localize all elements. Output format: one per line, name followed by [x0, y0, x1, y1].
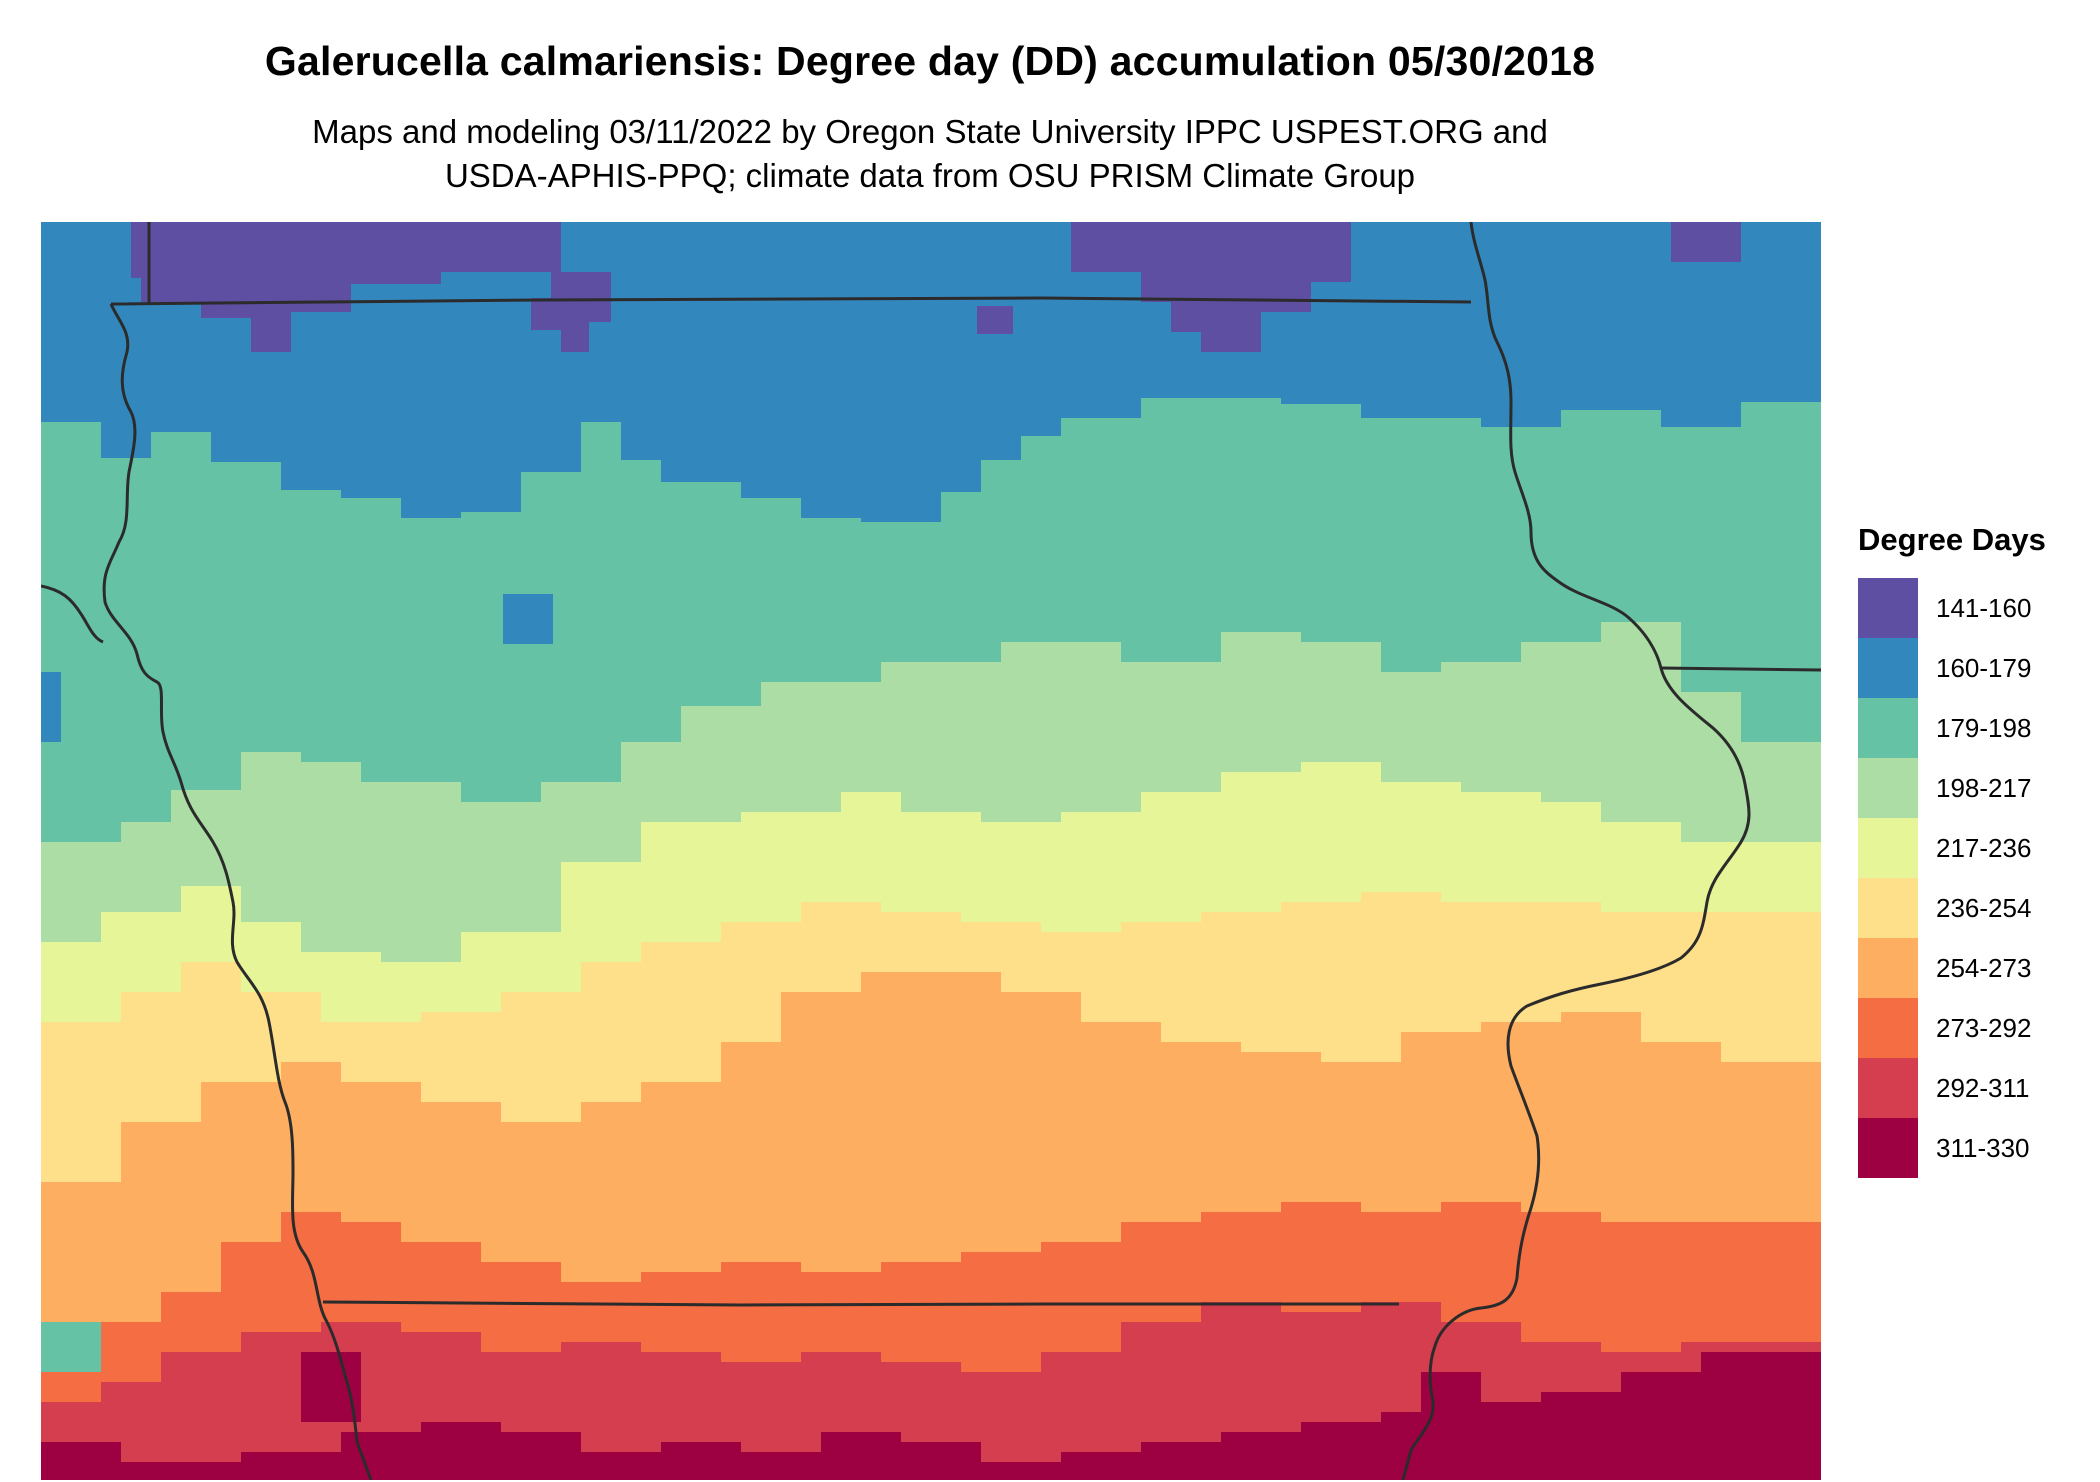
- zone-160-179: [503, 594, 553, 644]
- degree-day-zones: [41, 222, 1821, 1480]
- legend-swatch: [1858, 1058, 1918, 1118]
- legend-label: 254-273: [1936, 952, 2032, 983]
- legend-item: 236-254: [1858, 878, 2078, 938]
- legend-label: 141-160: [1936, 592, 2032, 623]
- wi-il-border: [1660, 666, 1821, 672]
- zone-160-179: [41, 672, 61, 742]
- legend-item: 198-217: [1858, 758, 2078, 818]
- zone-311-330: [301, 1352, 361, 1422]
- iowa-north-border: [110, 296, 1472, 306]
- legend-item: 217-236: [1858, 818, 2078, 878]
- legend-swatch: [1858, 998, 1918, 1058]
- iowa-west-border: [102, 303, 373, 1480]
- legend-label: 236-254: [1936, 892, 2032, 923]
- zone-160-179: [41, 312, 111, 422]
- map-subtitle-line2: USDA-APHIS-PPQ; climate data from OSU PR…: [444, 157, 1416, 194]
- zone-141-160: [1671, 222, 1741, 262]
- legend-swatch: [1858, 938, 1918, 998]
- legend-item: 254-273: [1858, 938, 2078, 998]
- legend-label: 292-311: [1936, 1072, 2030, 1103]
- legend-item: 292-311: [1858, 1058, 2078, 1118]
- map-canvas: [41, 222, 1821, 1480]
- legend-label: 179-198: [1936, 712, 2032, 743]
- legend-swatch: [1858, 698, 1918, 758]
- legend-item: 273-292: [1858, 998, 2078, 1058]
- legend-items: 141-160 160-179 179-198 198-217 217-236 236-2…: [1858, 578, 2078, 1178]
- legend-swatch: [1858, 638, 1918, 698]
- legend-swatch: [1858, 818, 1918, 878]
- zone-141-160: [131, 222, 561, 352]
- legend-item: 179-198: [1858, 698, 2078, 758]
- legend-item: 141-160: [1858, 578, 2078, 638]
- zone-160-179: [41, 222, 1821, 522]
- iowa-east-border: [1401, 222, 1751, 1480]
- ne-sd-border: [41, 584, 104, 644]
- iowa-south-border: [322, 1300, 1399, 1307]
- legend-label: 160-179: [1936, 652, 2032, 683]
- map-subtitle-line1: Maps and modeling 03/11/2022 by Oregon S…: [312, 113, 1548, 150]
- legend-label: 311-330: [1936, 1132, 2030, 1163]
- legend-label: 198-217: [1936, 772, 2032, 803]
- legend-swatch: [1858, 758, 1918, 818]
- state-boundaries: [41, 222, 1821, 1480]
- legend-title: Degree Days: [1858, 522, 2046, 557]
- degree-day-map: [41, 222, 1821, 1480]
- zone-160-179: [1521, 222, 1821, 427]
- legend-swatch: [1858, 578, 1918, 638]
- zone-141-160: [1071, 222, 1351, 352]
- legend-label: 217-236: [1936, 832, 2032, 863]
- legend-swatch: [1858, 878, 1918, 938]
- legend-swatch: [1858, 1118, 1918, 1178]
- map-title: Galerucella calmariensis: Degree day (DD…: [264, 38, 1596, 84]
- zone-141-160: [977, 306, 1013, 334]
- legend-item: 160-179: [1858, 638, 2078, 698]
- map-legend: Degree Days 141-160 160-179 179-198 198-217…: [1858, 522, 2078, 1178]
- zone-141-160: [531, 272, 611, 352]
- legend-item: 311-330: [1858, 1118, 2078, 1178]
- legend-label: 273-292: [1936, 1012, 2032, 1043]
- zone-311-330: [41, 1352, 1821, 1480]
